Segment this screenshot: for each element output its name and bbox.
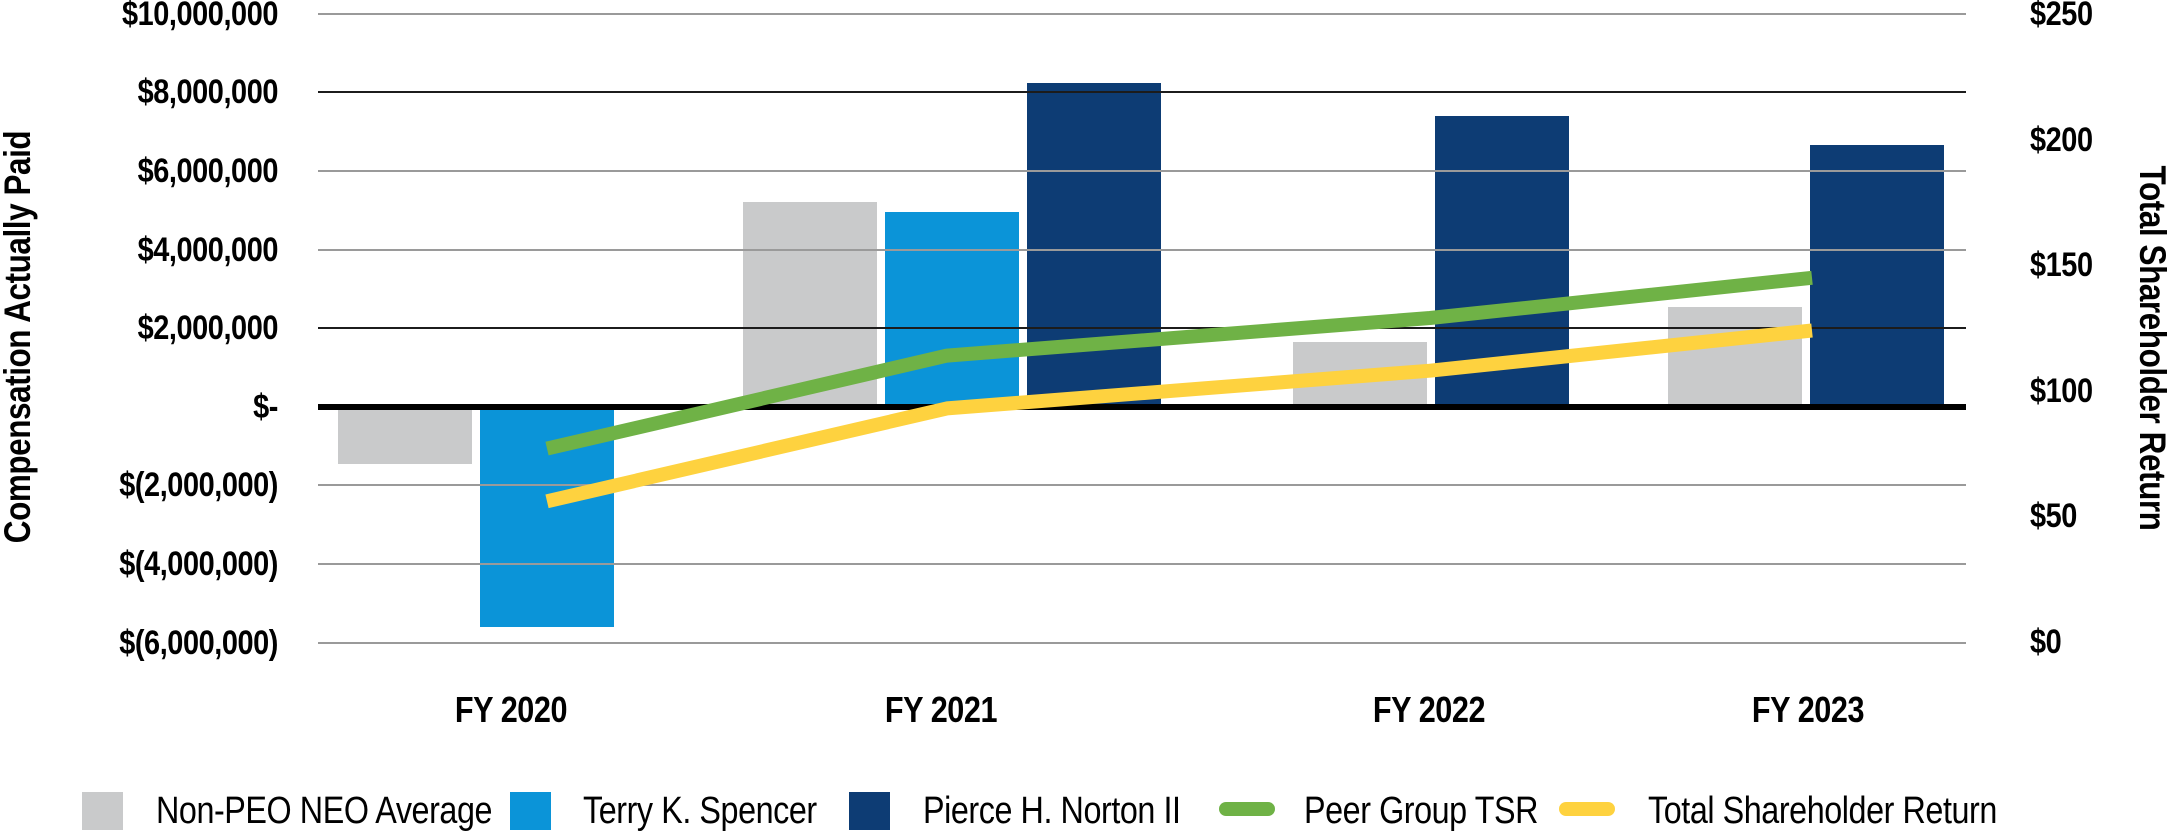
line-peer-group-tsr (545, 270, 1813, 456)
bar-non-peo-neo-average-fy-2023 (1668, 306, 1802, 407)
category-label-fy-2022: FY 2022 (1372, 689, 1486, 730)
legend-swatch-pierce-h-norton-ii (849, 792, 890, 830)
legend-label-total-shareholder-return: Total Shareholder Return (1648, 790, 1997, 832)
gridline (318, 327, 1966, 330)
legend-swatch-peer-group-tsr (1219, 802, 1275, 816)
bar-pierce-h-norton-ii-fy-2021 (1027, 82, 1161, 407)
bar-non-peo-neo-average-fy-2022 (1293, 341, 1427, 407)
gridline (318, 641, 1966, 644)
bar-non-peo-neo-average-fy-2021 (743, 202, 877, 407)
left-axis-tick-label: $2,000,000 (137, 309, 279, 348)
right-axis-tick-label: $100 (2030, 371, 2093, 410)
bar-non-peo-neo-average-fy-2020 (338, 406, 472, 464)
gridline (318, 563, 1966, 565)
left-axis-tick-label: $4,000,000 (137, 230, 279, 269)
left-axis-tick-label: $(4,000,000) (119, 545, 278, 583)
legend-label-pierce-h-norton-ii: Pierce H. Norton II (923, 790, 1181, 832)
right-axis-tick-label: $50 (2030, 497, 2077, 536)
left-axis-tick-label: $8,000,000 (137, 73, 279, 112)
left-axis-tick-label: $(6,000,000) (119, 623, 278, 662)
legend-swatch-non-peo-neo-average (82, 792, 123, 830)
bar-pierce-h-norton-ii-fy-2022 (1435, 115, 1569, 407)
right-axis-tick-label: $150 (2030, 246, 2093, 285)
gridline (318, 248, 1966, 251)
right-axis-tick-label: $250 (2030, 0, 2093, 33)
bar-terry-k-spencer-fy-2020 (480, 406, 614, 627)
right-axis-title: Total Shareholder Return (2132, 165, 2173, 531)
line-total-shareholder-return (545, 323, 1813, 509)
legend-swatch-terry-k-spencer (510, 792, 551, 830)
category-label-fy-2021: FY 2021 (884, 689, 998, 730)
zero-axis-line (318, 403, 1966, 410)
left-axis-tick-label: $10,000,000 (121, 0, 278, 33)
gridline (318, 484, 1966, 487)
category-label-fy-2023: FY 2023 (1751, 689, 1865, 730)
legend-label-non-peo-neo-average: Non-PEO NEO Average (156, 790, 493, 832)
bar-pierce-h-norton-ii-fy-2023 (1810, 145, 1944, 407)
bar-terry-k-spencer-fy-2021 (885, 212, 1019, 407)
gridline (318, 170, 1966, 172)
left-axis-tick-label: $6,000,000 (137, 152, 279, 190)
gridline (318, 91, 1966, 94)
category-label-fy-2020: FY 2020 (454, 689, 568, 730)
legend-label-terry-k-spencer: Terry K. Spencer (583, 790, 817, 832)
left-axis-tick-label: $- (253, 387, 278, 426)
right-axis-tick-label: $0 (2030, 623, 2062, 661)
gridline (318, 12, 1966, 15)
right-axis-tick-label: $200 (2030, 120, 2093, 159)
legend-label-peer-group-tsr: Peer Group TSR (1304, 790, 1539, 832)
left-axis-tick-label: $(2,000,000) (119, 466, 278, 505)
legend-swatch-total-shareholder-return (1559, 802, 1615, 816)
